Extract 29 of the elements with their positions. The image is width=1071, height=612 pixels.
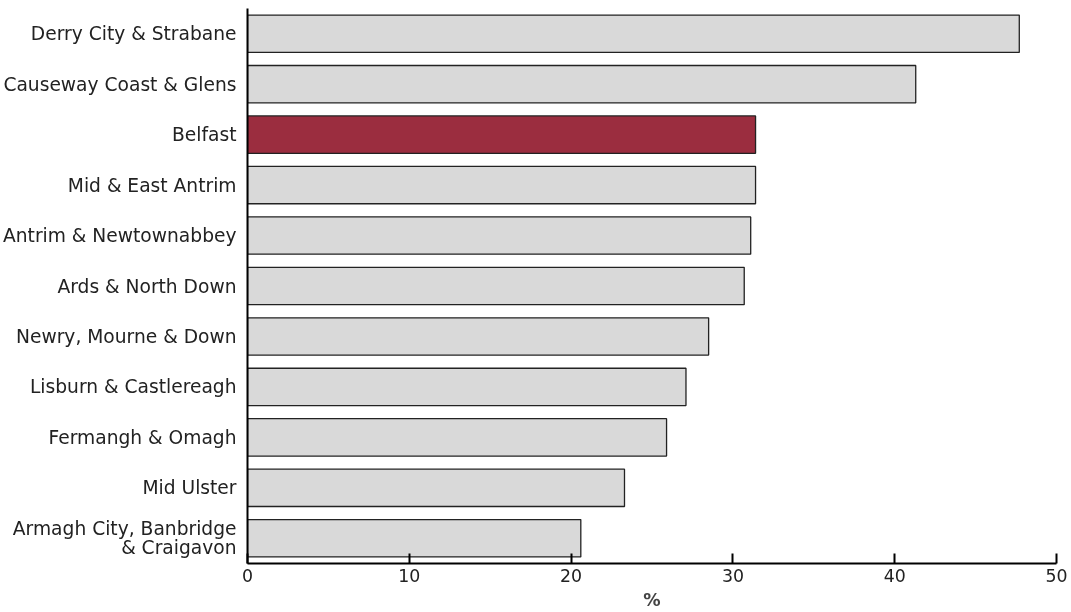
bar bbox=[247, 115, 757, 154]
x-tick-label: 10 bbox=[398, 565, 421, 586]
bar bbox=[247, 165, 757, 205]
y-tick-label: Antrim & Newtownabbey bbox=[3, 225, 237, 247]
x-axis-title: % bbox=[643, 589, 661, 610]
y-tick-label: Derry City & Strabane bbox=[30, 23, 237, 45]
y-tick-label: Ards & North Down bbox=[57, 275, 237, 297]
bar bbox=[247, 468, 626, 508]
y-tick-label: Mid Ulster bbox=[142, 477, 237, 499]
y-tick-label: Newry, Mourne & Down bbox=[15, 325, 237, 347]
x-tick-label: 40 bbox=[883, 565, 906, 586]
y-tick-label: Fermangh & Omagh bbox=[48, 426, 237, 448]
bar bbox=[247, 367, 687, 407]
x-tick-label: 0 bbox=[241, 565, 254, 586]
bar bbox=[247, 216, 752, 255]
bar bbox=[247, 317, 710, 356]
y-tick-label: Causeway Coast & Glens bbox=[3, 73, 237, 95]
y-tick-label: Belfast bbox=[172, 124, 237, 146]
y-tick-label: Mid & East Antrim bbox=[67, 174, 237, 196]
x-tick-label: 50 bbox=[1045, 565, 1068, 586]
y-tick-label: Lisburn & Castlereagh bbox=[29, 376, 237, 398]
bar bbox=[247, 266, 745, 306]
bar bbox=[247, 14, 1020, 54]
y-tick-label: Armagh City, Banbridge & Craigavon bbox=[12, 518, 237, 559]
bar bbox=[247, 64, 917, 104]
bar bbox=[247, 418, 668, 457]
x-tick-label: 20 bbox=[560, 565, 583, 586]
x-tick-label: 30 bbox=[721, 565, 744, 586]
bar bbox=[247, 518, 582, 558]
